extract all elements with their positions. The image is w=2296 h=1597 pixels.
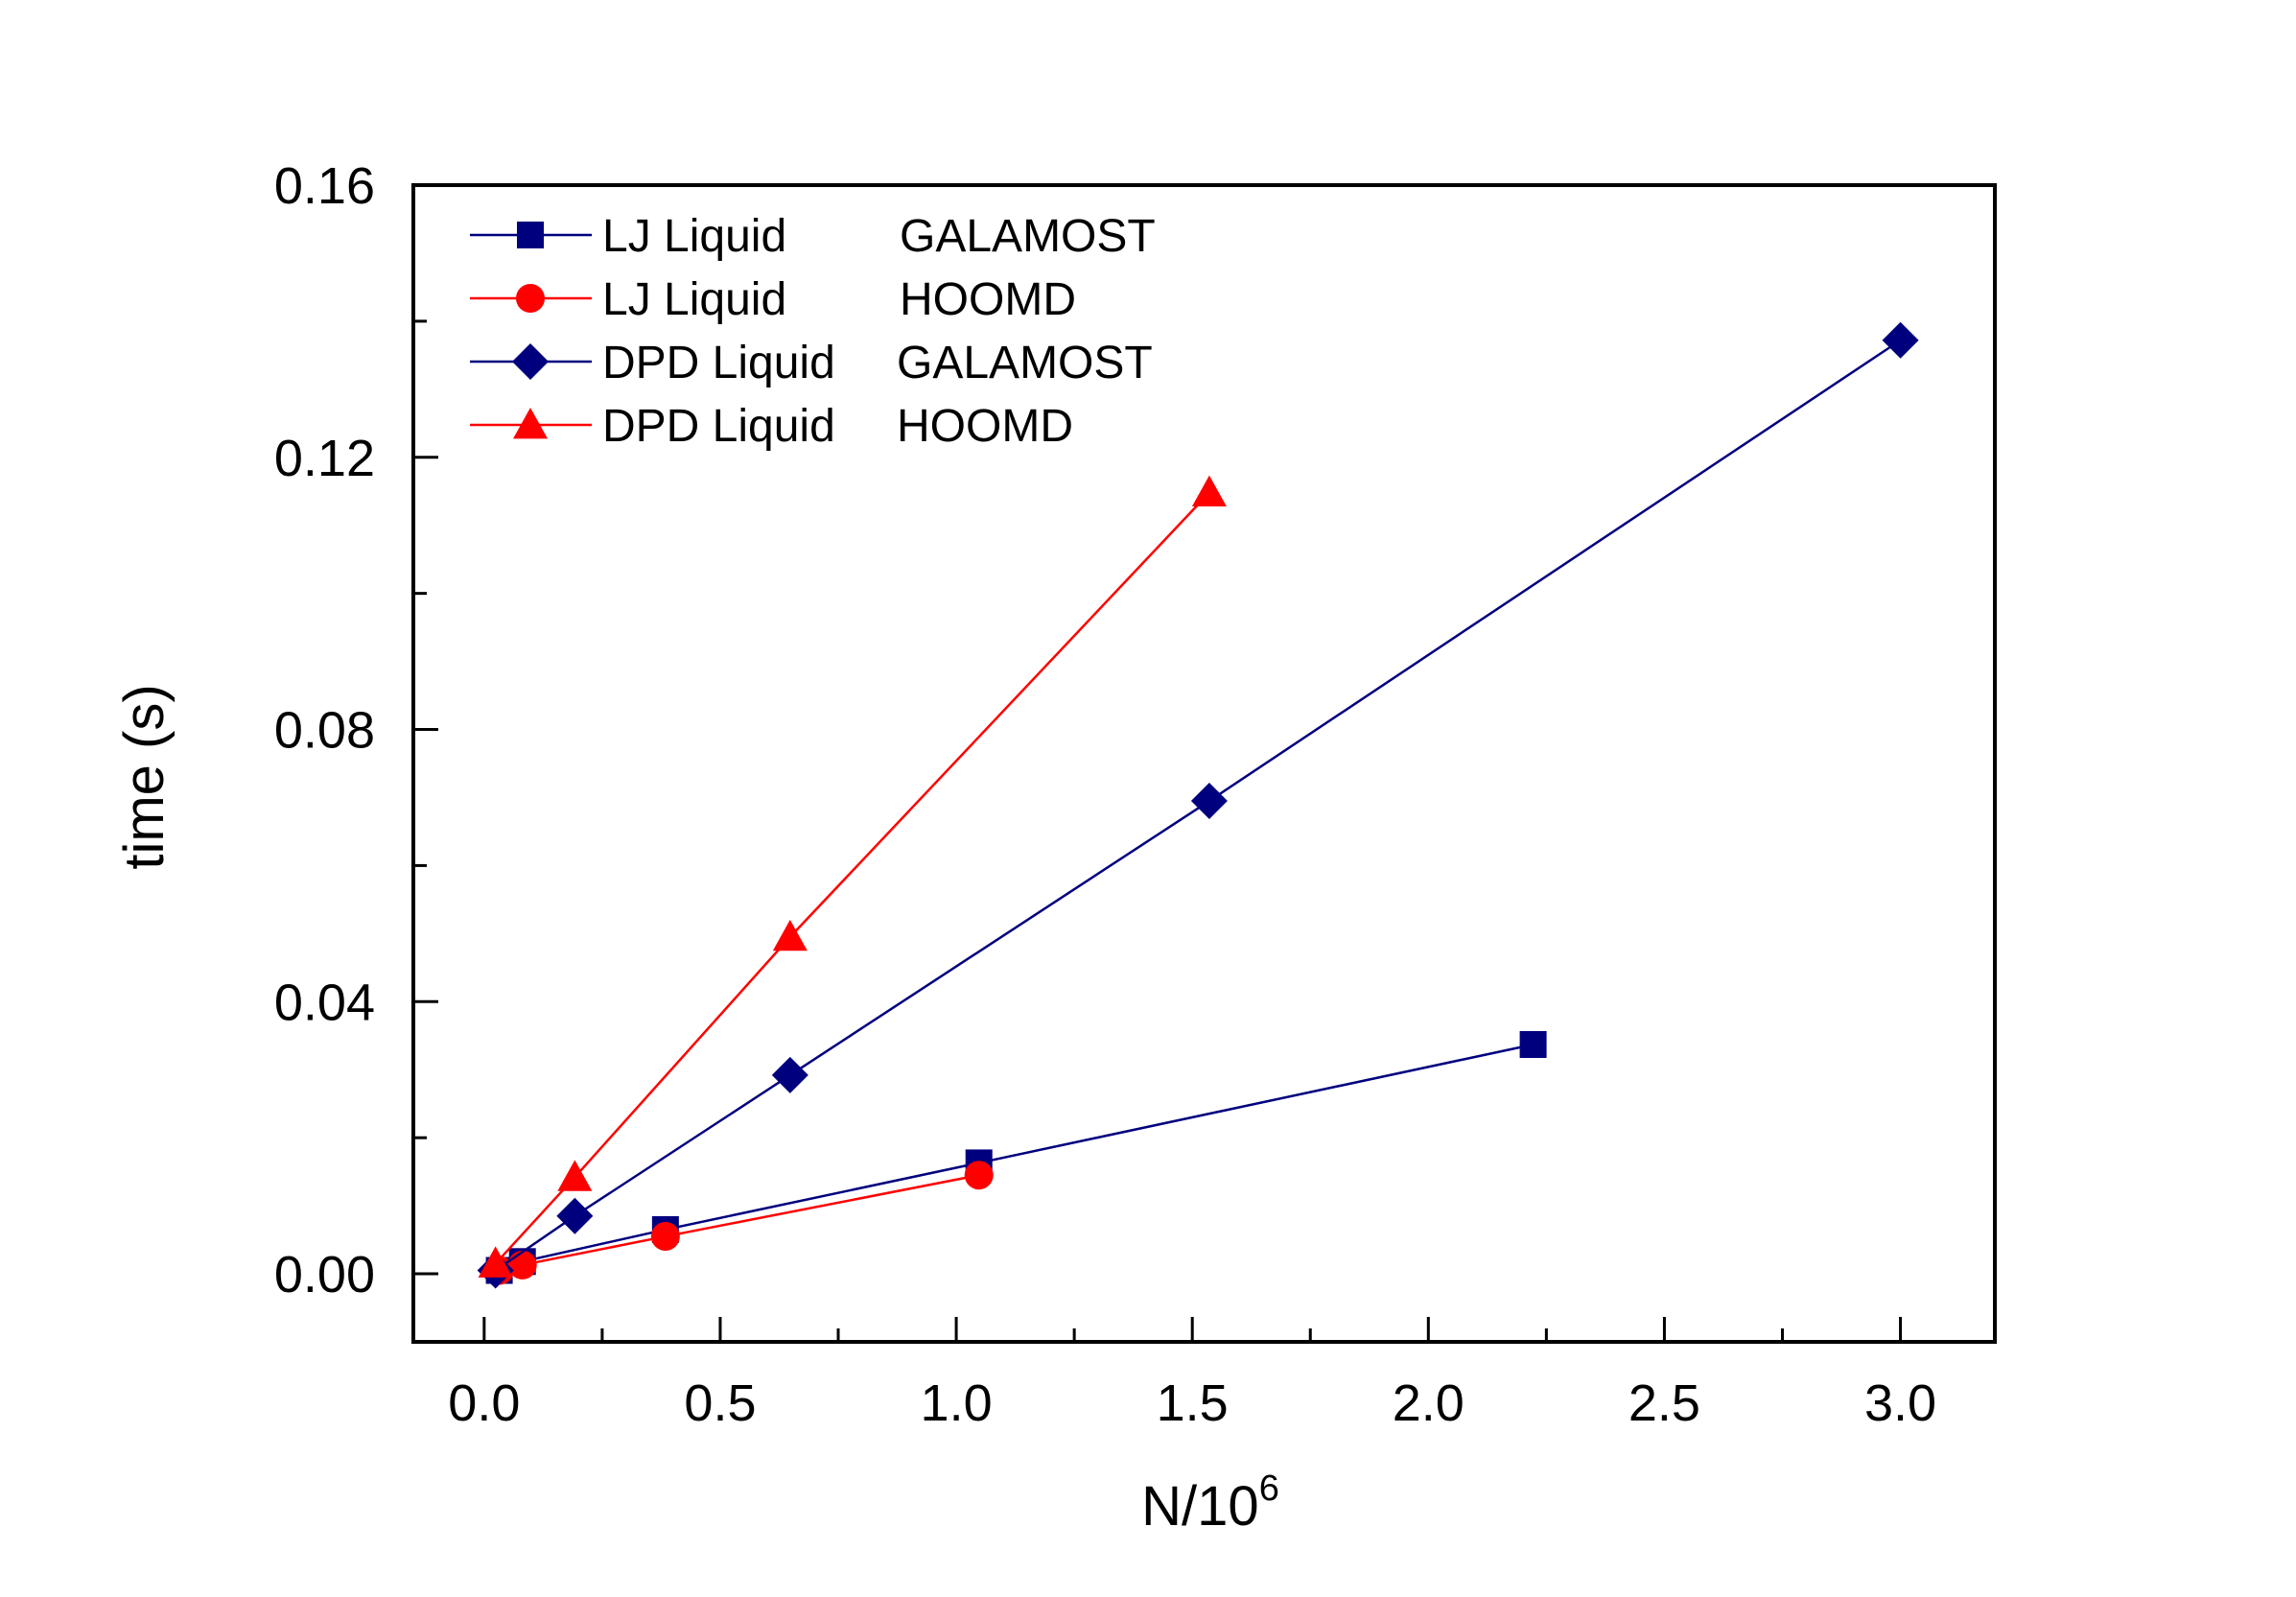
legend-series-code: GALAMOST xyxy=(900,211,1156,262)
data-point-diamond xyxy=(556,1197,594,1234)
data-point-circle xyxy=(507,1250,537,1280)
y-axis: 0.00 0.04 0.08 0.12 0.16 xyxy=(274,157,438,1303)
legend-series-name: DPD Liquid xyxy=(602,401,835,452)
x-tick-label: 2.0 xyxy=(1393,1374,1464,1432)
x-tick-label: 0.0 xyxy=(448,1374,520,1432)
plot-frame xyxy=(411,183,1997,1344)
data-point-diamond xyxy=(1882,321,1919,359)
data-point-triangle xyxy=(772,919,808,951)
series-0 xyxy=(485,1030,1547,1284)
data-point-triangle xyxy=(1191,475,1227,507)
x-axis-title-superscript: 6 xyxy=(1259,1468,1279,1509)
legend-series-code: GALAMOST xyxy=(897,338,1153,388)
x-axis-title-text: N/10 xyxy=(1141,1475,1259,1538)
legend-series-code: HOOMD xyxy=(900,274,1076,325)
x-tick-label: 1.5 xyxy=(1157,1374,1229,1432)
legend-series-name: DPD Liquid xyxy=(602,338,835,388)
series-1 xyxy=(484,1161,994,1285)
legend-item: LJ Liquid HOOMD xyxy=(470,274,1076,325)
legend-marker-triangle xyxy=(513,408,548,439)
y-tick-label: 0.16 xyxy=(274,157,375,215)
x-tick-label: 1.0 xyxy=(921,1374,993,1432)
x-tick-label: 2.5 xyxy=(1628,1374,1700,1432)
series-layer xyxy=(477,321,1919,1289)
y-tick-label: 0.00 xyxy=(274,1246,375,1303)
data-point-diamond xyxy=(1190,783,1228,820)
x-axis-title: N/106 xyxy=(1141,1468,1279,1538)
series-2 xyxy=(477,321,1919,1289)
legend-item: DPD Liquid HOOMD xyxy=(470,401,1073,452)
data-point-circle xyxy=(650,1222,680,1252)
x-tick-label: 0.5 xyxy=(684,1374,756,1432)
series-3 xyxy=(478,475,1227,1278)
legend-marker-square xyxy=(517,222,544,248)
legend-series-name: LJ Liquid xyxy=(602,211,786,262)
y-tick-label: 0.12 xyxy=(274,430,375,487)
y-tick-label: 0.04 xyxy=(274,974,375,1031)
legend-item: LJ Liquid GALAMOST xyxy=(470,211,1156,262)
data-point-triangle xyxy=(478,1246,513,1278)
x-axis: 0.0 0.5 1.0 1.5 2.0 2.5 3.0 xyxy=(448,1317,1936,1432)
series-line xyxy=(494,491,1210,1265)
legend-marker-diamond xyxy=(512,343,549,380)
y-tick-label: 0.08 xyxy=(274,702,375,760)
data-point-square xyxy=(1519,1030,1547,1058)
legend-series-name: LJ Liquid xyxy=(602,274,786,325)
data-point-triangle xyxy=(557,1160,593,1191)
legend-series-code: HOOMD xyxy=(897,401,1073,452)
x-tick-label: 3.0 xyxy=(1864,1374,1936,1432)
data-point-circle xyxy=(964,1161,994,1190)
legend-marker-circle xyxy=(516,284,545,313)
y-axis-title: time (s) xyxy=(113,684,176,869)
legend-item: DPD Liquid GALAMOST xyxy=(470,338,1153,388)
data-point-diamond xyxy=(771,1056,808,1093)
